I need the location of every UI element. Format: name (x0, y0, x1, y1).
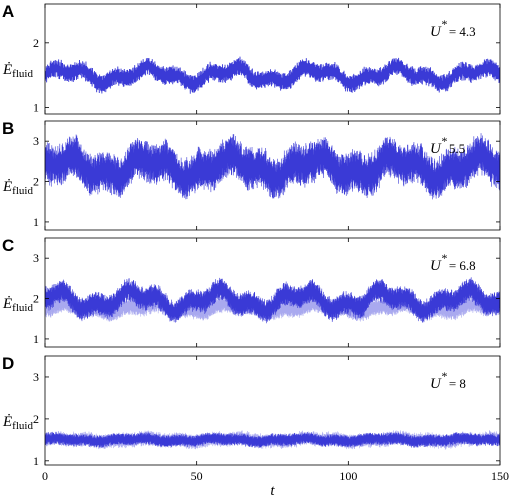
ustar-annotation-A: U* = 4.3 (430, 17, 476, 40)
axes-frame-B (44, 120, 501, 231)
panel-letter-A: A (2, 2, 14, 21)
axes-frame-C (44, 237, 501, 348)
x-tick-label: 100 (339, 469, 357, 483)
panel-A: 1 2 A Ėfluid U* = 4.3 (2, 2, 501, 115)
series-line-C-2 (45, 277, 500, 324)
x-tick-label: 50 (191, 469, 203, 483)
y-tick-label-D: 1 (33, 454, 39, 468)
ustar-annotation-D: U* = 8 (430, 369, 466, 392)
y-tick-label-B: 1 (33, 215, 39, 229)
y-axis-label-A: Ėfluid (2, 62, 33, 80)
y-tick-label-C: 3 (33, 251, 39, 265)
panel-D: 1 2 3 0 50 100 150 D Ėfluid U* = 8 t (2, 354, 509, 498)
x-axis-label: t (270, 483, 275, 498)
y-tick-label-B: 3 (33, 134, 39, 148)
axes-frame-D (44, 355, 501, 466)
y-axis-label-C: Ėfluid (2, 296, 33, 314)
series-line-B-1 (45, 133, 500, 200)
panel-letter-B: B (2, 119, 14, 138)
series-line-D-2 (45, 431, 500, 448)
y-tick-label-A: 1 (33, 101, 39, 115)
panel-letter-C: C (2, 236, 14, 255)
y-tick-label-C: 1 (33, 332, 39, 346)
x-tick-label: 150 (491, 469, 509, 483)
y-tick-label-B: 2 (33, 175, 39, 189)
ustar-annotation-B: U* 5.5 (430, 134, 465, 157)
panel-C: 1 2 3 C Ėfluid U* = 6.8 (2, 236, 501, 348)
panel-B: 1 2 3 B Ėfluid U* 5.5 (2, 119, 501, 231)
y-tick-label-D: 3 (33, 370, 39, 384)
y-tick-label-A: 2 (33, 36, 39, 50)
axes-frame-A (44, 3, 501, 115)
series-line-A-1 (45, 56, 500, 94)
panel-letter-D: D (2, 354, 14, 373)
y-axis-label-B: Ėfluid (2, 179, 33, 197)
x-tick-label: 0 (42, 469, 48, 483)
y-tick-label-C: 2 (33, 292, 39, 306)
y-axis-label-D: Ėfluid (2, 414, 33, 432)
ustar-annotation-C: U* = 6.8 (430, 251, 476, 274)
y-tick-label-D: 2 (33, 412, 39, 426)
